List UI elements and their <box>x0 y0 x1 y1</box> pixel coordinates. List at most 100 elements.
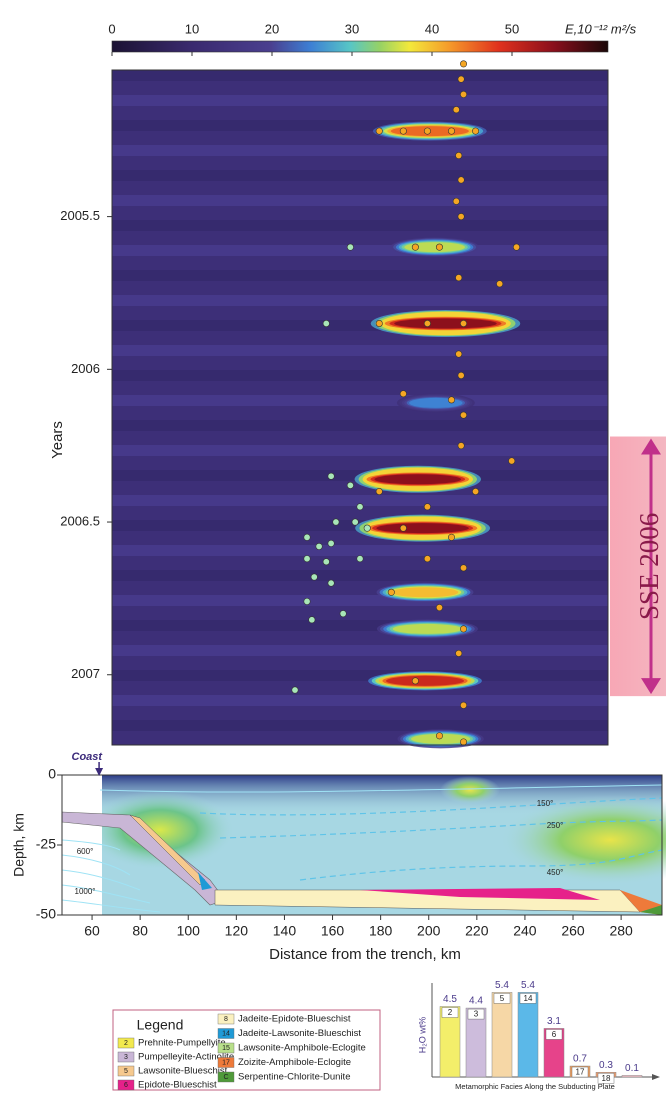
y-tick-label: -50 <box>36 906 56 922</box>
event-contour <box>394 319 497 329</box>
x-tick-label: 240 <box>513 923 537 939</box>
colorbar-tick-label: 40 <box>425 21 439 36</box>
event-point <box>376 488 382 494</box>
stripe <box>112 545 608 556</box>
event-point <box>424 504 430 510</box>
y-axis-label: Depth, km <box>11 813 27 877</box>
event-point <box>323 320 329 326</box>
event-point <box>458 213 464 219</box>
event-contour <box>393 624 462 634</box>
value-label: 5.4 <box>495 980 509 991</box>
event-point <box>328 580 334 586</box>
x-axis-arrow <box>652 1074 660 1080</box>
category-label: 14 <box>524 994 533 1003</box>
stripe <box>112 420 608 431</box>
y-tick-label: 0 <box>48 766 56 782</box>
event-point <box>340 610 346 616</box>
y-tick-label: 2005.5 <box>60 208 100 223</box>
stripe <box>112 120 608 131</box>
x-tick-label: 200 <box>417 923 441 939</box>
x-tick-label: 100 <box>177 923 201 939</box>
event-point <box>436 604 442 610</box>
legend-name: Zoizite-Amphibole-Eclogite <box>238 1057 351 1068</box>
stripe <box>112 345 608 356</box>
event-point <box>458 372 464 378</box>
legend-name: Epidote-Blueschist <box>138 1080 217 1091</box>
legend-name: Lawsonite-Amphibole-Eclogite <box>238 1043 366 1054</box>
stripe <box>112 395 608 406</box>
event-point <box>304 598 310 604</box>
stripe <box>112 295 608 306</box>
stripe <box>112 95 608 106</box>
event-point <box>400 391 406 397</box>
event-point <box>323 559 329 565</box>
x-tick-label: 160 <box>321 923 345 939</box>
legend-code: 6 <box>124 1082 128 1089</box>
event-contour <box>386 676 464 686</box>
stripe <box>112 620 608 631</box>
stripe <box>112 720 608 731</box>
isotherm-label: 250° <box>547 821 564 830</box>
event-point <box>328 473 334 479</box>
event-point <box>460 702 466 708</box>
stripe <box>112 595 608 606</box>
x-tick-label: 80 <box>132 923 148 939</box>
event-point <box>304 534 310 540</box>
event-point <box>460 320 466 326</box>
event-point <box>496 281 502 287</box>
event-point <box>460 626 466 632</box>
event-point <box>400 128 406 134</box>
isotherm-label: 600° <box>77 847 94 856</box>
coast-label: Coast <box>72 751 104 763</box>
colorbar-tick-label: 50 <box>505 21 519 36</box>
event-point <box>357 504 363 510</box>
isotherm-label: 150° <box>537 799 554 808</box>
event-point <box>448 128 454 134</box>
bar <box>622 1075 642 1077</box>
stripe <box>112 145 608 156</box>
legend-name: Jadeite-Lawsonite-Blueschist <box>238 1028 361 1039</box>
legend-name: Serpentine-Chlorite-Dunite <box>238 1072 350 1083</box>
y-tick-label: 2006.5 <box>60 513 100 528</box>
value-label: 5.4 <box>521 980 535 991</box>
stripe <box>112 320 608 331</box>
event-point <box>472 488 478 494</box>
colorbar-tick-label: 0 <box>108 21 115 36</box>
value-label: 0.1 <box>625 1063 639 1074</box>
stripe <box>112 645 608 656</box>
section-blob <box>440 776 500 804</box>
event-point <box>357 555 363 561</box>
sse-label: SSE 2006 <box>634 513 664 620</box>
legend-name: Jadeite-Epidote-Blueschist <box>238 1014 351 1025</box>
legend-code: 14 <box>222 1030 230 1037</box>
category-label: 17 <box>576 1068 585 1077</box>
event-point <box>458 76 464 82</box>
event-point <box>376 320 382 326</box>
event-contour <box>376 523 468 533</box>
x-axis-label: Metamorphic Facies Along the Subducting … <box>455 1082 615 1091</box>
x-tick-label: 260 <box>561 923 585 939</box>
value-label: 4.4 <box>469 996 483 1007</box>
category-label: 3 <box>474 1010 479 1019</box>
event-point <box>309 617 315 623</box>
y-tick-label: 2007 <box>71 666 100 681</box>
event-point <box>456 650 462 656</box>
stripe <box>112 270 608 281</box>
x-tick-label: 140 <box>273 923 297 939</box>
event-point <box>458 442 464 448</box>
event-point <box>460 412 466 418</box>
x-tick-label: 280 <box>609 923 633 939</box>
event-point <box>448 397 454 403</box>
event-point <box>460 565 466 571</box>
y-axis-label: Years <box>49 421 66 459</box>
event-point <box>311 574 317 580</box>
x-tick-label: 120 <box>225 923 249 939</box>
legend-code: 17 <box>222 1059 230 1066</box>
y-axis-label: H₂O wt% <box>417 1017 427 1054</box>
event-point <box>352 519 358 525</box>
event-point <box>328 540 334 546</box>
value-label: 0.3 <box>599 1060 613 1071</box>
category-label: 5 <box>500 994 505 1003</box>
event-point <box>292 687 298 693</box>
event-contour <box>374 474 461 484</box>
